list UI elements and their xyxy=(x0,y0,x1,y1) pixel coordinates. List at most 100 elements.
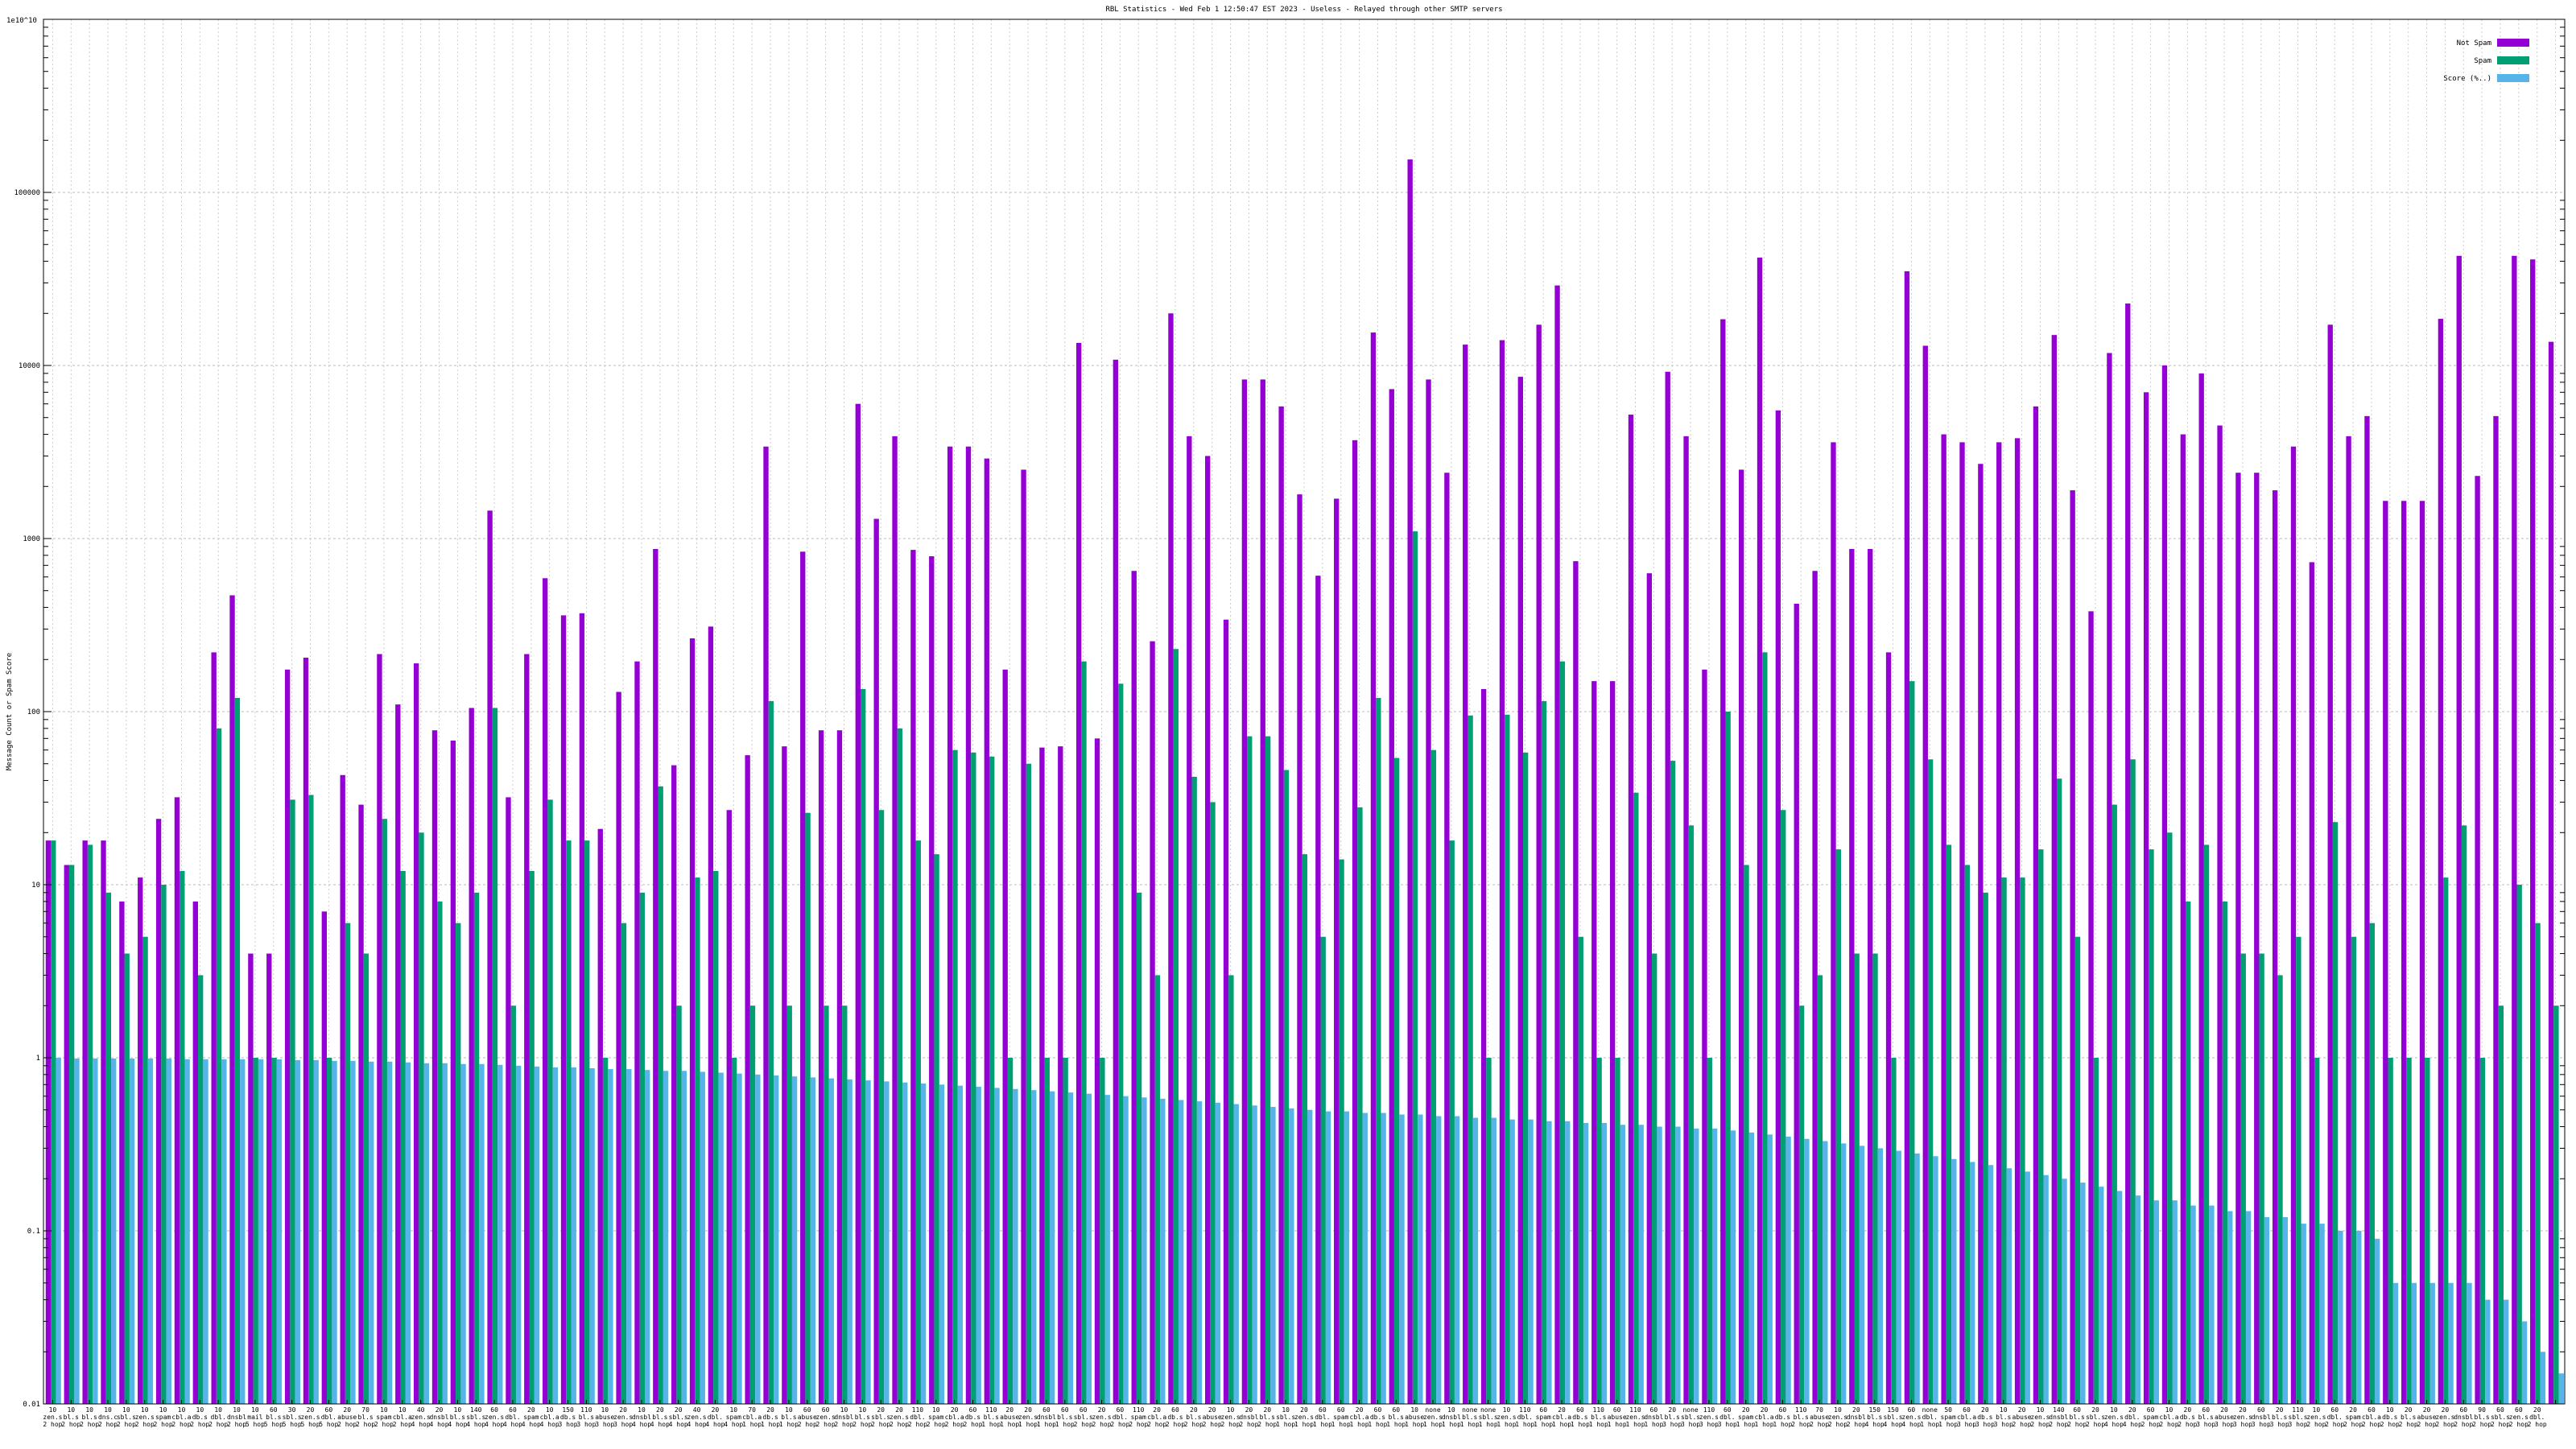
x-category-label: zen.s xyxy=(2306,1414,2326,1421)
bar-not-spam xyxy=(1885,652,1892,1404)
bar-spam xyxy=(621,923,627,1404)
y-tick-label: 1 xyxy=(36,1055,40,1063)
x-category-label: 2 hop xyxy=(2509,1421,2529,1428)
bar-not-spam xyxy=(1904,271,1910,1404)
y-tick-label: 10 xyxy=(31,881,40,890)
bar-score xyxy=(56,1058,61,1404)
bar-spam xyxy=(180,870,185,1404)
bar-not-spam xyxy=(2475,476,2480,1404)
bar-not-spam xyxy=(653,549,658,1404)
bar-score xyxy=(2319,1224,2325,1404)
bar-not-spam xyxy=(2180,434,2186,1404)
x-category-label: 2 hop xyxy=(393,1421,412,1428)
bar-not-spam xyxy=(965,446,972,1404)
x-category-label: 20 xyxy=(2442,1406,2450,1414)
bar-score xyxy=(1620,1125,1626,1404)
bar-score xyxy=(2227,1211,2233,1404)
x-category-label: cbl.a xyxy=(1552,1414,1571,1421)
bar-score xyxy=(884,1081,890,1404)
x-category-label: 10 xyxy=(380,1406,388,1414)
x-category-label: 20 xyxy=(1742,1406,1750,1414)
bar-not-spam xyxy=(1941,434,1946,1404)
bar-not-spam xyxy=(1075,342,1082,1404)
x-category-label: bl.s xyxy=(1389,1414,1404,1421)
x-category-label: bl.s xyxy=(1867,1414,1882,1421)
bar-score xyxy=(1657,1126,1662,1404)
bar-not-spam xyxy=(1094,738,1100,1404)
bar-score xyxy=(369,1061,374,1404)
bar-score xyxy=(1528,1119,1534,1404)
bar-not-spam xyxy=(2161,365,2168,1404)
x-category-label: 10 xyxy=(2165,1406,2174,1414)
x-category-label: spam xyxy=(1941,1414,1956,1421)
bar-score xyxy=(332,1060,337,1404)
x-category-label: cbl.a xyxy=(540,1414,559,1421)
x-category-label: 10 xyxy=(233,1406,241,1414)
bar-spam xyxy=(1320,936,1326,1404)
x-category-label: dnsbl xyxy=(1442,1414,1461,1421)
bar-score xyxy=(2209,1205,2215,1404)
bar-spam xyxy=(768,700,774,1404)
bar-not-spam xyxy=(560,615,567,1404)
x-category-label: 2 hop xyxy=(945,1421,964,1428)
x-category-label: 20 xyxy=(2091,1406,2099,1414)
x-category-label: 3 hop xyxy=(576,1421,596,1428)
x-category-label: 110 xyxy=(912,1406,924,1414)
x-category-label: 3 hop xyxy=(1662,1421,1682,1428)
x-category-label: 60 xyxy=(1374,1406,1382,1414)
bar-not-spam xyxy=(1131,571,1137,1404)
x-category-label: spam xyxy=(1333,1414,1348,1421)
bar-score xyxy=(1896,1150,1901,1404)
x-category-label: 4 hop xyxy=(2123,1421,2142,1428)
bar-score xyxy=(405,1062,411,1404)
bar-not-spam xyxy=(1426,379,1431,1405)
bar-spam xyxy=(731,1058,737,1404)
bar-score xyxy=(74,1058,80,1404)
x-category-label: dnsbl xyxy=(1644,1414,1663,1421)
bar-spam xyxy=(1357,807,1363,1404)
x-category-label: 10 xyxy=(840,1406,848,1414)
bar-not-spam xyxy=(1150,641,1155,1404)
bar-not-spam xyxy=(2438,319,2444,1405)
bar-not-spam xyxy=(726,810,732,1404)
bar-spam xyxy=(547,799,553,1404)
bar-not-spam xyxy=(2401,501,2407,1404)
bar-not-spam xyxy=(431,730,438,1404)
x-category-label: 2 hop xyxy=(1257,1421,1277,1428)
bar-spam xyxy=(1744,865,1749,1404)
bar-spam xyxy=(1118,683,1124,1404)
x-category-label: 2 hop xyxy=(2362,1421,2381,1428)
bar-score xyxy=(2429,1282,2435,1404)
x-category-label: abuse xyxy=(2215,1414,2234,1421)
x-category-label: bl.s xyxy=(2474,1414,2489,1421)
x-category-label: 1 hop xyxy=(1920,1421,1939,1428)
bar-not-spam xyxy=(597,828,603,1404)
x-category-label: spam xyxy=(376,1414,391,1421)
bar-not-spam xyxy=(1480,688,1487,1404)
bar-spam xyxy=(878,810,885,1404)
bar-not-spam xyxy=(266,953,272,1404)
bar-score xyxy=(718,1072,724,1404)
bar-score xyxy=(313,1059,319,1404)
bar-score xyxy=(2392,1282,2399,1404)
bar-score xyxy=(1933,1156,1938,1404)
bar-spam xyxy=(124,953,130,1404)
x-category-label: dbl. xyxy=(1922,1414,1938,1421)
x-category-label: dnsbl xyxy=(2049,1414,2068,1421)
bar-not-spam xyxy=(1407,159,1413,1404)
bar-spam xyxy=(1412,531,1418,1404)
x-category-label: 20 xyxy=(2184,1406,2192,1414)
bar-score xyxy=(2190,1205,2196,1404)
x-category-label: 10 xyxy=(85,1406,93,1414)
x-category-label: 60 xyxy=(2459,1406,2467,1414)
bar-spam xyxy=(2406,1058,2412,1404)
bar-spam xyxy=(419,832,424,1404)
bar-not-spam xyxy=(2493,415,2499,1404)
bar-score xyxy=(1031,1090,1037,1404)
x-category-label: 3 hop xyxy=(2215,1421,2234,1428)
bar-not-spam xyxy=(155,819,162,1404)
x-category-label: 1 hop xyxy=(1018,1421,1038,1428)
x-category-label: 110 xyxy=(2292,1406,2304,1414)
x-category-label: 10 xyxy=(49,1406,57,1414)
bar-score xyxy=(1178,1100,1184,1404)
